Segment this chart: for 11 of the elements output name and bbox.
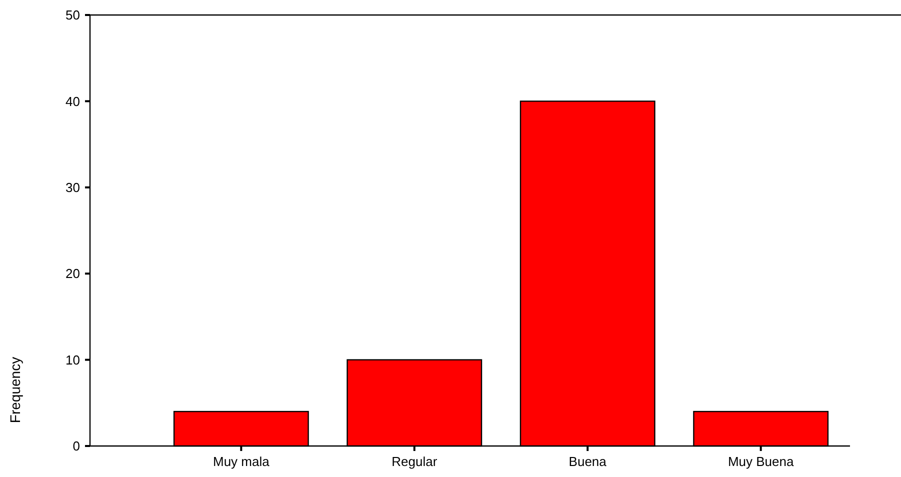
y-tick-label: 50 xyxy=(66,8,80,23)
x-tick-label: Muy mala xyxy=(212,454,270,469)
y-tick-label: 10 xyxy=(66,352,80,368)
y-tick-label: 0 xyxy=(72,438,80,454)
x-tick-label: Regular xyxy=(392,454,438,469)
y-tick-label: 30 xyxy=(66,180,80,195)
x-tick-label: Buena xyxy=(568,454,608,469)
x-tick-label: Muy Buena xyxy=(728,454,794,469)
y-axis-title: Frequency xyxy=(7,356,23,424)
y-tick-label: 20 xyxy=(66,266,80,282)
y-tick-label: 40 xyxy=(66,94,80,109)
